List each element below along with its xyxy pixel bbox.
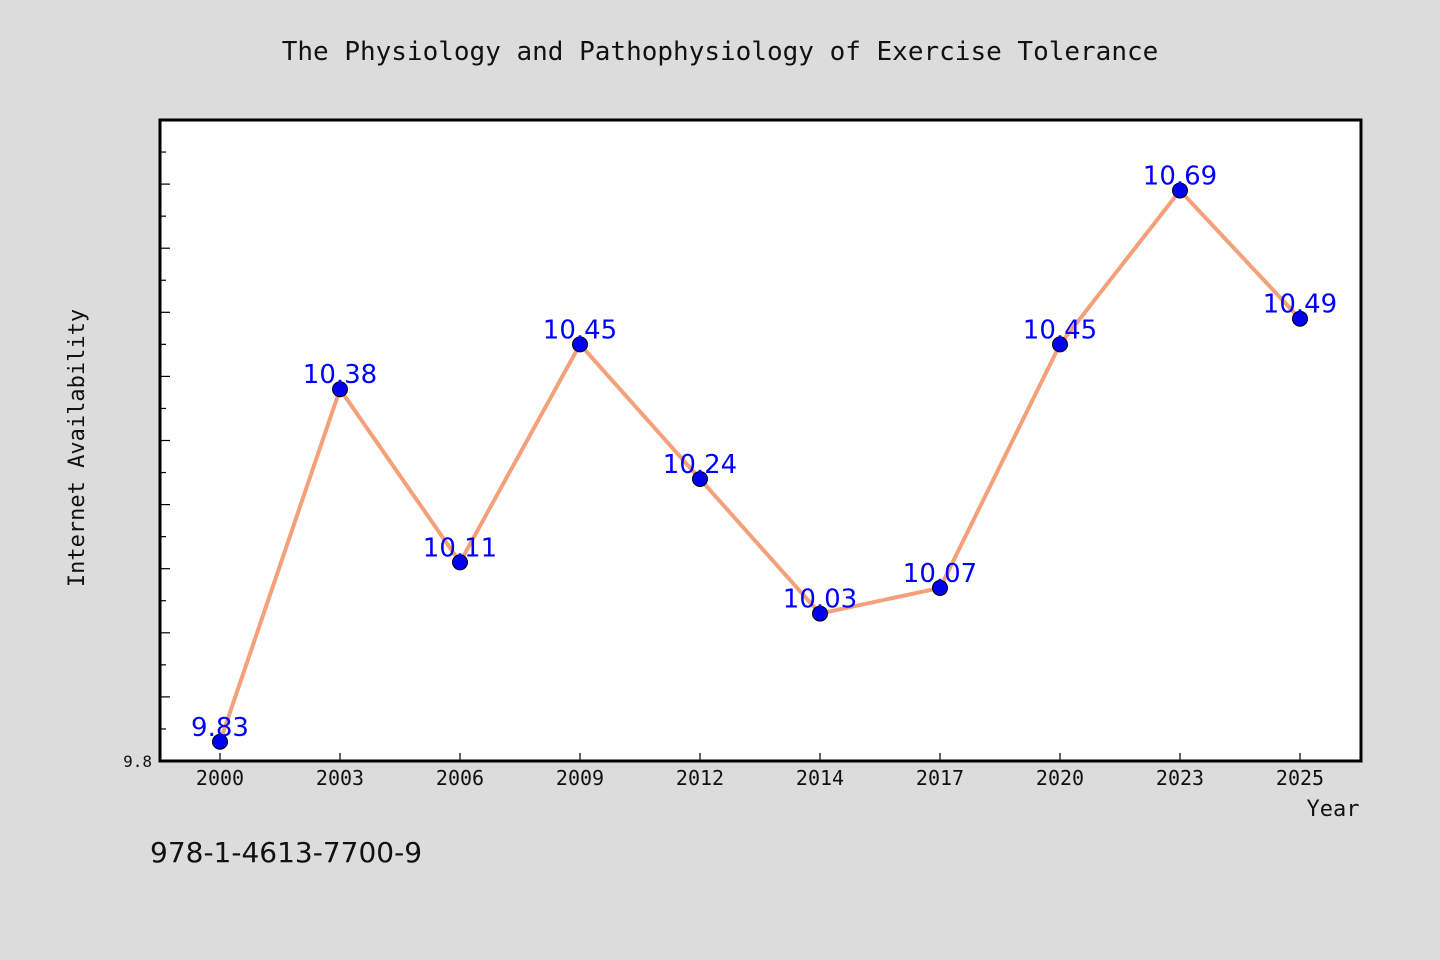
data-point xyxy=(212,733,228,750)
data-point xyxy=(812,605,828,622)
data-label: 10.69 xyxy=(1143,162,1217,192)
data-point xyxy=(1292,310,1308,327)
x-tick-label: 2000 xyxy=(196,766,244,790)
x-tick-label: 2006 xyxy=(436,766,484,790)
plot-area xyxy=(158,118,1363,763)
y-axis-label: Internet Availability xyxy=(65,309,90,587)
x-tick-label: 2012 xyxy=(676,766,724,790)
x-tick-label: 2023 xyxy=(1156,766,1204,790)
data-point xyxy=(932,579,948,596)
data-point xyxy=(452,554,468,571)
data-point xyxy=(692,470,708,487)
data-labels: 9.83 10.38 10.11 10.45 10.24 10.03 10.07 10.45 1… xyxy=(191,162,1337,743)
data-label: 10.38 xyxy=(303,360,377,390)
data-label: 9.83 xyxy=(191,713,249,743)
data-point xyxy=(332,381,348,398)
y-axis-ticks: 9.8 xyxy=(123,119,170,771)
data-points xyxy=(212,182,1308,750)
data-label: 10.11 xyxy=(423,533,497,563)
x-axis-ticks: 2000 2003 2006 2009 2012 2014 2017 2020 2023 2025 xyxy=(196,753,1324,790)
data-label: 10.03 xyxy=(783,585,857,615)
x-tick-label: 2025 xyxy=(1276,766,1324,790)
data-label: 10.07 xyxy=(903,559,977,589)
data-label: 10.45 xyxy=(1023,315,1097,345)
data-point xyxy=(1052,336,1068,353)
x-tick-label: 2014 xyxy=(796,766,844,790)
x-axis-label: Year xyxy=(1307,797,1360,822)
data-label: 10.45 xyxy=(543,315,617,345)
chart-title: The Physiology and Pathophysiology of Ex… xyxy=(282,37,1159,67)
series-line-group xyxy=(218,188,1302,744)
x-tick-label: 2020 xyxy=(1036,766,1084,790)
x-tick-label: 2009 xyxy=(556,766,604,790)
series-line xyxy=(218,188,1302,744)
y-tick-label: 9.8 xyxy=(123,752,152,771)
isbn-text: 978-1-4613-7700-9 xyxy=(150,836,422,869)
x-tick-label: 2003 xyxy=(316,766,364,790)
data-point xyxy=(1172,182,1188,199)
x-tick-label: 2017 xyxy=(916,766,964,790)
data-label: 10.24 xyxy=(663,450,737,480)
data-label: 10.49 xyxy=(1263,290,1337,320)
data-point xyxy=(572,336,588,353)
